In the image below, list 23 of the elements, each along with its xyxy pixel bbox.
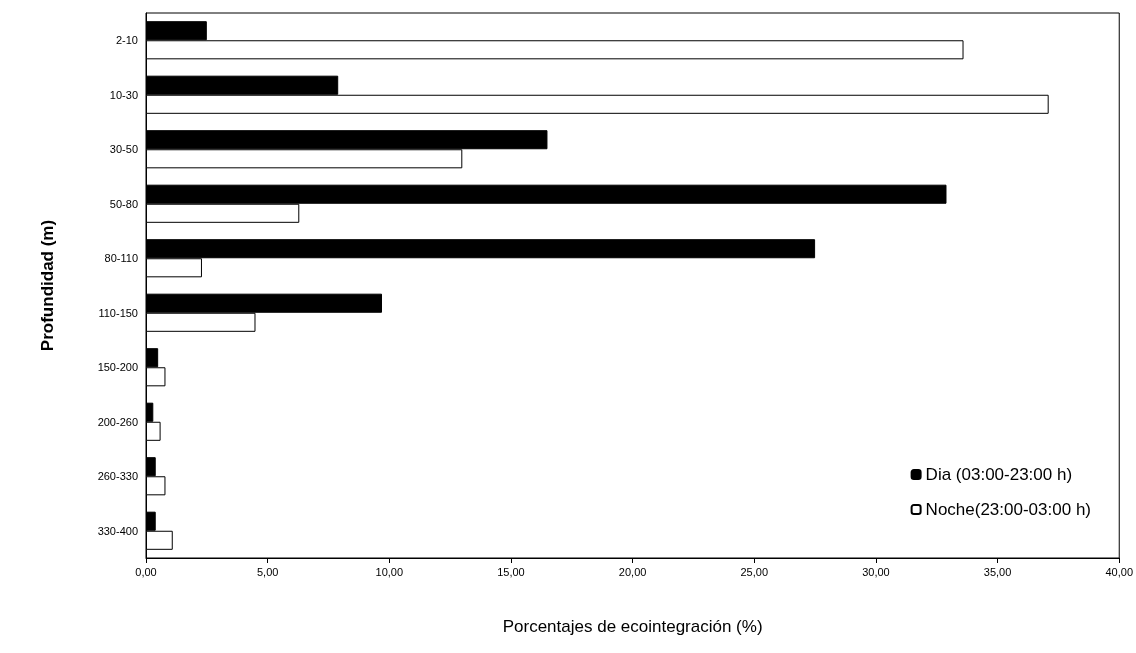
x-tick-label: 0,00 [135, 565, 157, 578]
y-tick-label: 80-110 [104, 252, 138, 265]
x-tick-label: 5,00 [256, 565, 279, 578]
y-tick-label: 150-200 [97, 361, 138, 374]
x-tick-label: 35,00 [983, 565, 1012, 578]
x-tick-label: 15,00 [497, 565, 525, 578]
y-tick-label: 30-50 [109, 143, 138, 156]
x-tick-label: 25,00 [740, 565, 769, 578]
y-tick-label: 110-150 [98, 306, 138, 319]
y-tick-label: 260-330 [97, 470, 138, 483]
y-tick-label: 50-80 [109, 197, 138, 210]
legend-label: Dia (03:00-23:00 h) [925, 465, 1073, 484]
y-tick-label: 200-260 [97, 415, 138, 428]
x-tick-label: 30,00 [862, 565, 890, 578]
x-tick-label: 40,00 [1105, 565, 1133, 578]
x-tick-label: 10,00 [375, 565, 404, 578]
x-axis-title: Porcentajes de ecointegración (%) [502, 617, 763, 636]
y-tick-label: 10-30 [109, 88, 138, 101]
y-tick-label: 2-10 [115, 34, 138, 47]
y-axis-title: Profundidad (m) [38, 219, 57, 352]
legend-label: Noche(23:00-03:00 h) [925, 500, 1092, 519]
y-tick-label: 330-400 [97, 524, 138, 537]
x-tick-label: 20,00 [618, 565, 647, 578]
